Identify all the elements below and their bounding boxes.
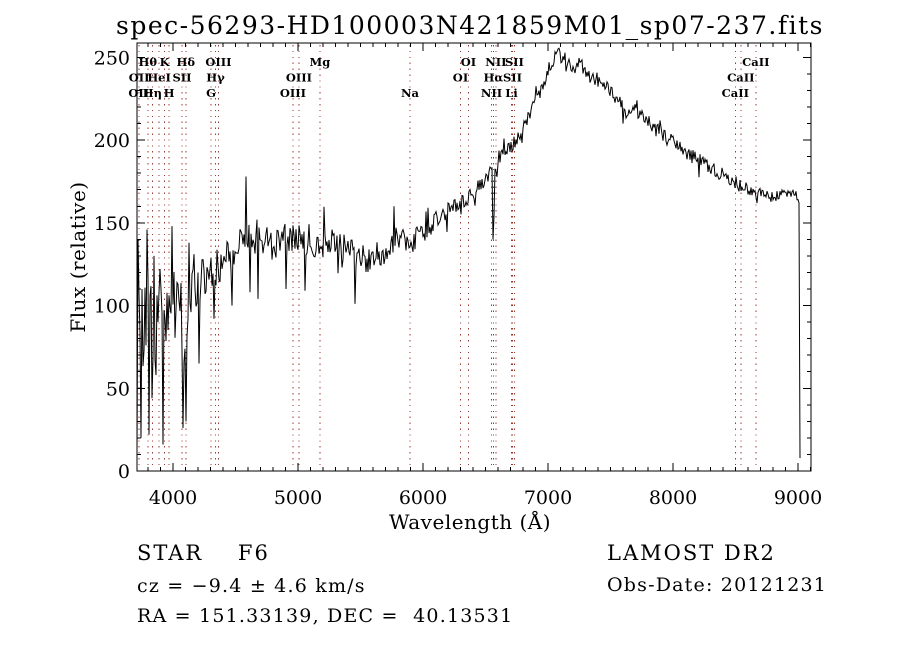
ra-dec-text: RA = 151.33139, DEC = 40.13531 — [137, 605, 514, 627]
spectral-line-markers — [138, 45, 757, 470]
x-tick-label: 4000 — [149, 487, 197, 509]
spectrum-trace — [136, 47, 801, 459]
x-axis-label: Wavelength (Å) — [389, 509, 551, 534]
y-tick-label: 0 — [118, 461, 130, 483]
spectral-line-label: SII — [503, 71, 522, 85]
plot-frame-and-ticks — [136, 42, 812, 472]
spectral-line-label: OII — [129, 71, 150, 85]
survey-text: LAMOST DR2 — [607, 541, 776, 565]
spectral-line-label: Hθ — [139, 55, 158, 69]
spectral-line-label: NII — [481, 86, 502, 100]
spectral-line-label: OII — [128, 86, 149, 100]
x-tick-label: 6000 — [399, 487, 447, 509]
spectral-line-label: CaII — [722, 86, 749, 100]
x-tick-label: 5000 — [274, 487, 322, 509]
y-tick-label: 200 — [94, 130, 130, 152]
spectral-line-label: CaII — [727, 71, 754, 85]
spectral-line-label: Hα — [484, 71, 504, 85]
spectral-line-label: Hη — [143, 86, 162, 100]
spectral-line-label: OIII — [280, 86, 306, 100]
x-tick-label: 7000 — [524, 487, 572, 509]
spectral-line-label: HeI — [147, 71, 171, 85]
spectral-line-label: OIII — [286, 71, 312, 85]
spectral-line-label: Li — [505, 86, 518, 100]
spectral-line-label: Na — [401, 86, 420, 100]
spectral-line-label: H — [164, 86, 175, 100]
spectral-line-label: SII — [505, 55, 524, 69]
object-class-text: STAR F6 — [137, 541, 270, 565]
x-tick-label: 9000 — [774, 487, 822, 509]
spectral-line-label: Hδ — [177, 55, 196, 69]
spectral-line-label: SII — [172, 71, 191, 85]
y-tick-label: 50 — [106, 378, 130, 400]
obs-date-text: Obs-Date: 20121231 — [607, 574, 828, 596]
spectral-line-label: Mg — [310, 55, 331, 69]
cz-text: cz = −9.4 ± 4.6 km/s — [137, 575, 366, 597]
plot-title: spec-56293-HD100003N421859M01_sp07-237.f… — [116, 11, 824, 40]
y-tick-label: 250 — [94, 47, 130, 69]
y-axis-label: Flux (relative) — [66, 181, 90, 332]
spectral-line-label: OI — [461, 55, 476, 69]
spectral-line-label: CaII — [742, 55, 769, 69]
spectral-line-label: OIII — [205, 55, 231, 69]
y-tick-label: 150 — [94, 213, 130, 235]
plot-frame — [136, 42, 812, 472]
spectral-line-label: Hγ — [206, 71, 225, 85]
spectral-line-label: NII — [485, 55, 506, 69]
y-tick-label: 100 — [94, 296, 130, 318]
spectral-line-label: G — [206, 86, 216, 100]
spectral-line-label: K — [160, 55, 171, 69]
x-tick-label: 8000 — [649, 487, 697, 509]
spectral-line-label: OI — [453, 71, 468, 85]
